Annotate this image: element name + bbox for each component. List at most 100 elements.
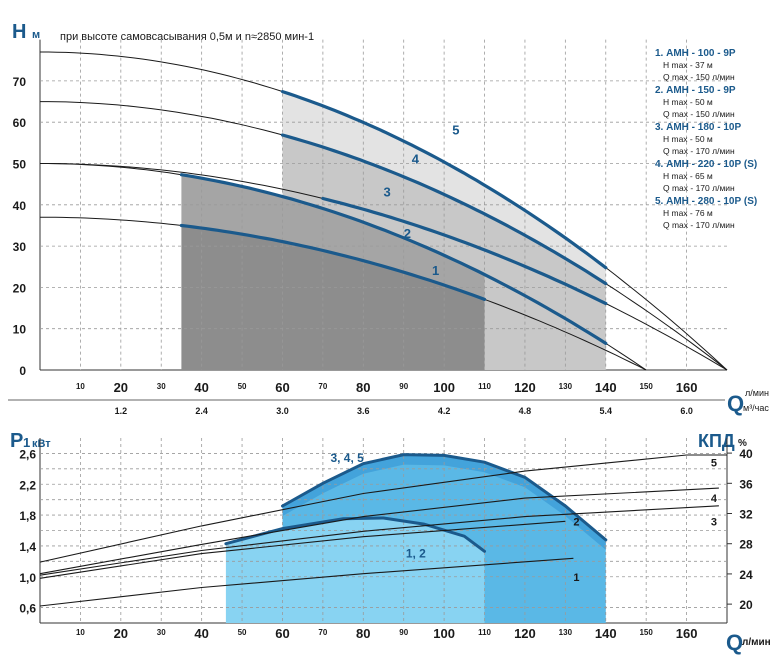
model-legend: 1. АМН - 100 - 9РH max - 37 м Q max - 150… xyxy=(655,48,757,230)
top-x-tick-major: 80 xyxy=(356,380,370,395)
top-y-tick-label: 70 xyxy=(13,75,27,89)
legend-hmax-5: H max - 76 м xyxy=(663,208,713,218)
top-x-tick-m3h: 5.4 xyxy=(600,406,613,416)
power-label-3: 3 xyxy=(711,516,717,528)
bottom-x-tick-minor: 90 xyxy=(399,628,408,637)
bottom-chart-header: P 1 кВт КПД % xyxy=(10,430,747,452)
efficiency-axis-label: КПД xyxy=(698,431,735,451)
top-x-tick-minor: 10 xyxy=(76,382,85,391)
bottom-x-tick-minor: 50 xyxy=(238,628,247,637)
legend-qmax-2: Q max - 150 л/мин xyxy=(663,109,735,119)
bottom-x-axis-label: Q xyxy=(726,630,743,655)
top-x-tick-minor: 130 xyxy=(559,382,573,391)
legend-qmax-3: Q max - 170 л/мин xyxy=(663,146,735,156)
power-curve-1 xyxy=(39,557,574,607)
legend-qmax-5: Q max - 170 л/мин xyxy=(663,220,735,230)
top-x-tick-major: 40 xyxy=(194,380,208,395)
legend-title-4: 4. АМН - 220 - 10Р (S) xyxy=(655,159,757,170)
top-x-tick-major: 60 xyxy=(275,380,289,395)
top-x-axis-unit-lmin: л/мин xyxy=(745,388,769,398)
head-curve-working-range-1 xyxy=(179,223,487,301)
legend-hmax-2: H max - 50 м xyxy=(663,97,713,107)
top-y-tick-label: 60 xyxy=(13,116,27,130)
efficiency-tick-label: 24 xyxy=(739,568,753,582)
top-x-tick-major: 100 xyxy=(433,380,455,395)
top-chart-header: H м при высоте самовсасывания 0,5м и n≈2… xyxy=(12,21,314,43)
power-curve-4 xyxy=(39,487,719,575)
curve-label-3: 3 xyxy=(384,185,391,200)
top-y-tick-label: 50 xyxy=(13,158,27,172)
top-y-tick-label: 10 xyxy=(13,323,27,337)
bottom-x-tick-minor: 30 xyxy=(157,628,166,637)
legend-title-1: 1. АМН - 100 - 9Р xyxy=(655,48,736,59)
legend-title-2: 2. АМН - 150 - 9Р xyxy=(655,85,736,96)
power-tick-label: 1,8 xyxy=(19,509,36,523)
bottom-x-tick-major: 120 xyxy=(514,626,536,641)
top-x-tick-m3h: 3.6 xyxy=(357,406,370,416)
efficiency-tick-label: 32 xyxy=(739,508,753,522)
bottom-x-tick-major: 100 xyxy=(433,626,455,641)
bottom-x-tick-major: 80 xyxy=(356,626,370,641)
efficiency-axis-unit: % xyxy=(738,438,747,449)
curve-label-1: 1 xyxy=(432,263,439,278)
top-x-tick-major: 140 xyxy=(595,380,617,395)
power-curve-5 xyxy=(39,454,727,563)
top-x-tick-major: 20 xyxy=(114,380,128,395)
top-x-tick-minor: 110 xyxy=(478,382,491,391)
top-x-tick-minor: 70 xyxy=(318,382,327,391)
bottom-x-tick-minor: 70 xyxy=(318,628,327,637)
bottom-x-tick-major: 140 xyxy=(595,626,617,641)
top-y-axis-unit: м xyxy=(32,29,40,41)
top-x-tick-m3h: 3.0 xyxy=(276,406,289,416)
power-axis-sub: 1 xyxy=(23,435,30,450)
bottom-x-tick-major: 160 xyxy=(676,626,698,641)
legend-qmax-4: Q max - 170 л/мин xyxy=(663,183,735,193)
operating-region-2 xyxy=(181,174,485,300)
head-curve-working-range-5 xyxy=(280,89,608,270)
top-x-tick-minor: 90 xyxy=(399,382,408,391)
curve-label-4: 4 xyxy=(412,152,420,167)
top-x-tick-major: 120 xyxy=(514,380,536,395)
operating-region-4 xyxy=(484,274,606,370)
bottom-x-axis: Q л/мин xyxy=(726,630,771,655)
power-axis-label: P xyxy=(10,430,23,452)
power-tick-label: 2,6 xyxy=(19,447,36,461)
top-x-tick-minor: 150 xyxy=(639,382,653,391)
power-curve-3 xyxy=(39,505,719,576)
bottom-x-tick-minor: 130 xyxy=(559,628,573,637)
power-tick-label: 1,4 xyxy=(19,540,36,554)
efficiency-tick-label: 20 xyxy=(739,598,753,612)
power-label-1: 1 xyxy=(573,572,579,584)
efficiency-label-1: 1, 2 xyxy=(406,546,426,560)
curve-label-5: 5 xyxy=(452,123,459,138)
power-label-2: 2 xyxy=(573,516,579,528)
bottom-x-tick-major: 20 xyxy=(114,626,128,641)
legend-hmax-1: H max - 37 м xyxy=(663,60,713,70)
head-curve-working-range-2 xyxy=(179,173,608,345)
power-curve-2 xyxy=(39,520,566,579)
operating-region-1 xyxy=(181,225,485,370)
efficiency-curve-1 xyxy=(224,516,486,553)
legend-hmax-3: H max - 50 м xyxy=(663,134,713,144)
top-x-tick-m3h: 1.2 xyxy=(115,406,128,416)
top-y-tick-label: 30 xyxy=(13,240,27,254)
top-y-tick-label: 20 xyxy=(13,281,27,295)
power-label-4: 4 xyxy=(711,493,718,505)
curve-label-2: 2 xyxy=(404,226,411,241)
power-axis-unit: кВт xyxy=(32,438,51,450)
power-label-5: 5 xyxy=(711,458,717,470)
efficiency-tick-label: 36 xyxy=(739,477,753,491)
power-tick-label: 0,6 xyxy=(19,602,36,616)
efficiency-tick-label: 28 xyxy=(739,538,753,552)
top-x-axis-label: Q xyxy=(727,391,744,416)
top-y-axis-label: H xyxy=(12,21,26,43)
bottom-x-tick-minor: 150 xyxy=(639,628,653,637)
power-tick-label: 2,2 xyxy=(19,478,36,492)
efficiency-label-2: 3, 4, 5 xyxy=(330,451,364,465)
bottom-x-tick-major: 60 xyxy=(275,626,289,641)
top-x-tick-minor: 50 xyxy=(238,382,247,391)
efficiency-tick-label: 40 xyxy=(739,447,753,461)
top-chart-title: при высоте самовсасывания 0,5м и n≈2850 … xyxy=(60,31,314,43)
